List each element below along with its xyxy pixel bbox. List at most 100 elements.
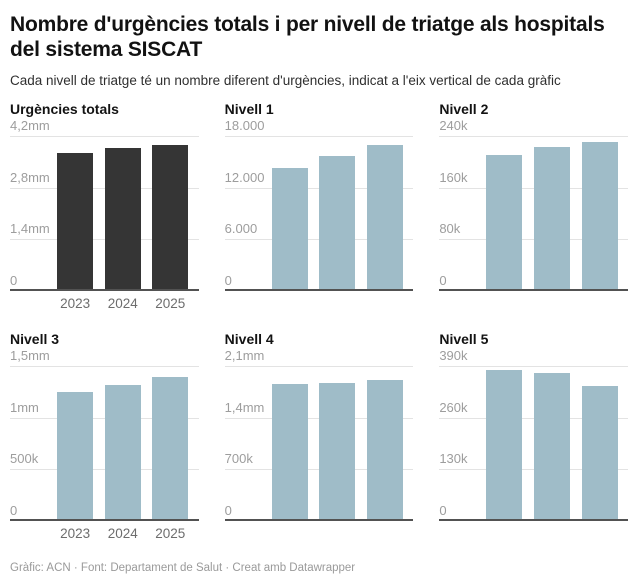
bar-2025 [367, 379, 403, 519]
y-tick-label: 0 [439, 273, 447, 288]
bar-2023 [271, 384, 308, 519]
bar-2023 [271, 168, 308, 289]
mini-chart: Nivell 5 390k 260k 130k 0 [439, 331, 628, 547]
gridline [224, 136, 414, 137]
x-axis-labels [272, 525, 403, 547]
y-tick-label: 1,4mm [224, 399, 265, 415]
bar-2023 [486, 154, 523, 289]
chart-title: Nivell 4 [224, 331, 274, 347]
x-axis-baseline [439, 289, 628, 291]
bar-2023 [57, 153, 94, 289]
plot-area: 2,1mm 1,4mm 700k 0 [224, 349, 414, 521]
gridline [10, 417, 199, 419]
plot-area: 4,2mm 2,8mm 1,4mm 0 [10, 119, 199, 291]
y-tick-label: 240k [439, 118, 468, 133]
x-axis-labels [486, 295, 617, 317]
mini-chart: Nivell 2 240k 160k 80k 0 [439, 101, 628, 317]
bar-2025 [581, 386, 618, 519]
x-tick-label: 2023 [60, 526, 91, 541]
y-tick-label: 500k [10, 451, 39, 467]
bar-2023 [57, 391, 94, 519]
x-tick-label: 2024 [107, 296, 138, 311]
mini-chart: Nivell 4 2,1mm 1,4mm 700k 0 [224, 331, 414, 547]
x-tick-label: 2025 [155, 526, 186, 541]
y-tick-label: 130k [439, 451, 468, 467]
gridline [10, 136, 199, 137]
chart-title: Nivell 5 [439, 331, 489, 347]
y-tick-label: 1mm [10, 399, 39, 415]
y-tick-label: 0 [10, 273, 18, 288]
y-tick-label: 12.000 [224, 169, 265, 185]
y-tick-label: 0 [224, 503, 232, 518]
bar-2024 [104, 148, 141, 289]
gridline [439, 469, 628, 471]
bars-group [57, 136, 189, 289]
bars-group [57, 366, 189, 519]
mini-chart: Nivell 3 1,5mm 1mm 500k 0 2023 2024 2025 [10, 331, 199, 547]
mini-chart: Nivell 1 18.000 12.000 6.000 0 [224, 101, 414, 317]
mini-chart: Urgències totals 4,2mm 2,8mm 1,4mm 0 2023 20… [10, 101, 199, 317]
x-axis-baseline [224, 289, 414, 291]
page-title: Nombre d'urgències totals i per nivell d… [10, 13, 605, 61]
bar-2025 [581, 141, 618, 289]
plot-area: 390k 260k 130k 0 [439, 349, 628, 521]
chart-title: Nivell 1 [224, 101, 274, 117]
x-tick-label: 2023 [60, 296, 91, 311]
bar-2023 [486, 369, 523, 519]
y-tick-label: 2,8mm [10, 169, 50, 185]
chart-title: Nivell 2 [439, 101, 489, 117]
bar-2024 [104, 385, 141, 519]
x-axis-baseline [10, 519, 199, 521]
gridline [439, 136, 628, 137]
gridline [224, 366, 414, 367]
bar-2024 [534, 372, 571, 519]
gridline [224, 469, 414, 471]
x-axis-baseline [10, 289, 199, 291]
y-tick-label: 18.000 [224, 118, 265, 133]
y-tick-label: 1,5mm [10, 348, 50, 363]
bars-group [271, 136, 403, 289]
bar-2024 [319, 382, 356, 519]
gridline [10, 366, 199, 367]
chart-credit: Gràfic: ACN · Font: Departament de Salut… [10, 562, 356, 574]
gridline [439, 366, 628, 367]
y-tick-label: 260k [439, 399, 468, 415]
y-tick-label: 4,2mm [10, 118, 50, 133]
x-tick-label: 2024 [107, 526, 138, 541]
chart-title: Urgències totals [10, 101, 119, 117]
bars-group [486, 136, 618, 289]
plot-area: 18.000 12.000 6.000 0 [224, 119, 414, 291]
x-axis-labels: 2023 2024 2025 [57, 525, 188, 547]
x-axis-baseline [224, 519, 414, 521]
plot-area: 1,5mm 1mm 500k 0 [10, 349, 199, 521]
page-subtitle: Cada nivell de triatge té un nombre dife… [10, 73, 561, 88]
x-axis-baseline [439, 519, 628, 521]
bar-2025 [152, 145, 189, 289]
y-tick-label: 6.000 [224, 221, 258, 237]
y-tick-label: 80k [439, 221, 461, 237]
charts-grid: Urgències totals 4,2mm 2,8mm 1,4mm 0 2023 20… [10, 101, 628, 547]
bars-group [271, 366, 403, 519]
y-tick-label: 1,4mm [10, 221, 50, 237]
plot-area: 240k 160k 80k 0 [439, 119, 628, 291]
gridline [439, 187, 628, 189]
gridline [439, 239, 628, 241]
chart-title: Nivell 3 [10, 331, 60, 347]
gridline [10, 469, 199, 471]
y-tick-label: 0 [10, 503, 18, 518]
gridline [439, 417, 628, 419]
gridline [224, 187, 414, 189]
y-tick-label: 390k [439, 348, 468, 363]
x-axis-labels: 2023 2024 2025 [57, 295, 188, 317]
bar-2024 [534, 146, 571, 289]
y-tick-label: 0 [224, 273, 232, 288]
y-tick-label: 160k [439, 169, 468, 185]
bar-2024 [319, 155, 356, 289]
y-tick-label: 700k [224, 451, 253, 467]
gridline [10, 239, 199, 241]
x-tick-label: 2025 [155, 296, 186, 311]
y-tick-label: 0 [439, 503, 447, 518]
x-axis-labels [486, 525, 617, 547]
bar-2025 [152, 377, 189, 519]
